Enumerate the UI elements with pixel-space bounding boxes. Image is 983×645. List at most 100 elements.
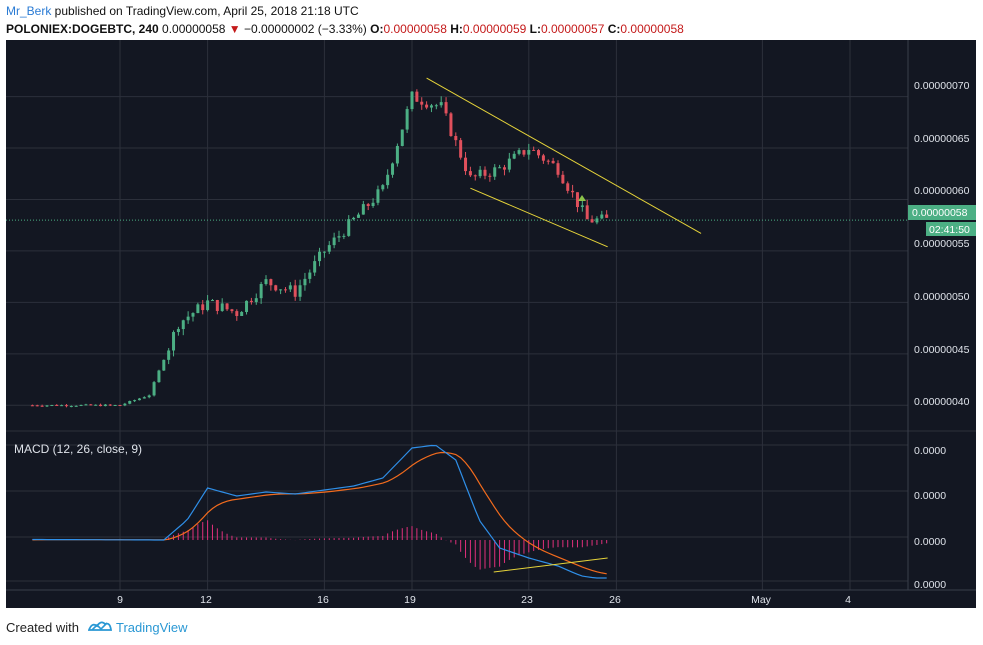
candle-body — [235, 311, 239, 317]
candle-body — [366, 204, 370, 207]
candle-body — [206, 300, 210, 311]
candle-body — [293, 285, 297, 297]
grid — [6, 40, 908, 590]
candle-body — [415, 91, 419, 102]
countdown-badge: 02:41:50 — [929, 224, 970, 236]
candle-body — [45, 405, 49, 407]
trendlines[interactable] — [426, 77, 702, 248]
author-link[interactable]: Mr_Berk — [6, 4, 52, 18]
low-value: 0.00000057 — [540, 22, 605, 36]
candle-body — [605, 214, 609, 218]
macd-line[interactable] — [32, 444, 607, 579]
down-arrow-icon: ▼ — [228, 22, 241, 36]
candle-body — [89, 404, 93, 406]
candle-body — [249, 300, 253, 303]
macd-pane[interactable] — [31, 444, 608, 579]
candle-body — [556, 163, 560, 175]
candle-body — [167, 350, 171, 360]
candle-body — [283, 289, 287, 291]
candle-body — [517, 150, 521, 154]
publish-info: Mr_Berk published on TradingView.com, Ap… — [6, 4, 359, 18]
macd-trendline[interactable] — [493, 557, 608, 573]
candle-body — [279, 289, 283, 291]
candle-body — [498, 167, 502, 169]
ohlc-line: POLONIEX:DOGEBTC, 240 0.00000058 ▼ −0.00… — [6, 22, 684, 36]
current-price-badge: 0.00000058 — [912, 207, 968, 219]
candle-body — [128, 401, 132, 404]
chart-svg[interactable]: 0.00000070 0.00000065 0.00000060 0.00000… — [6, 40, 976, 608]
candle-body — [79, 404, 83, 406]
macd-tick: 0.0000 — [914, 445, 946, 457]
candle-body — [464, 157, 468, 172]
candle-body — [522, 150, 526, 155]
price-tick: 0.00000070 — [914, 80, 970, 92]
candle-body — [493, 167, 497, 177]
candle-body — [50, 404, 54, 406]
candle-body — [561, 174, 565, 184]
candle-body — [69, 405, 73, 407]
candle-body — [35, 405, 39, 407]
candle-body — [225, 303, 229, 310]
candle-body — [400, 129, 404, 146]
candle-body — [186, 316, 190, 321]
candle-body — [473, 175, 477, 177]
price-tick: 0.00000060 — [914, 185, 970, 197]
low-label: L: — [529, 22, 541, 36]
candle-body — [147, 395, 151, 398]
candle-body — [391, 163, 395, 175]
candle-body — [575, 192, 579, 208]
candle-body — [381, 185, 385, 190]
candle-body — [133, 400, 137, 402]
macd-tick: 0.0000 — [914, 536, 946, 548]
price-change: −0.00000002 (−3.33%) — [244, 22, 367, 36]
tradingview-brand-link[interactable]: TradingView — [116, 620, 188, 635]
close-label: C: — [607, 22, 621, 36]
candle-body — [201, 304, 205, 311]
candle-body — [566, 183, 570, 191]
candle-body — [332, 237, 336, 246]
time-tick: 9 — [117, 594, 123, 606]
candle-body — [245, 300, 249, 313]
candle-body — [55, 404, 59, 406]
candle-body — [103, 404, 107, 407]
candle-body — [386, 174, 390, 186]
candle-body — [60, 405, 64, 407]
candle-body — [356, 214, 360, 218]
last-price: 0.00000058 — [162, 22, 226, 36]
candle-body — [590, 219, 594, 223]
price-tick: 0.00000045 — [914, 344, 970, 356]
tradingview-logo-icon[interactable] — [88, 618, 112, 634]
high-value: 0.00000059 — [462, 22, 527, 36]
candle-body — [264, 279, 268, 284]
candle-body — [454, 136, 458, 141]
candle-body — [240, 312, 244, 317]
candle-body — [288, 285, 292, 290]
candle-body — [600, 214, 604, 219]
trendline[interactable] — [470, 187, 608, 248]
time-tick: 23 — [521, 594, 533, 606]
candle-body — [113, 404, 117, 406]
candle-body — [157, 370, 161, 383]
candle-body — [30, 405, 34, 407]
candle-body — [546, 160, 550, 162]
chart-area[interactable]: 0.00000070 0.00000065 0.00000060 0.00000… — [6, 40, 976, 608]
macd-tick: 0.0000 — [914, 490, 946, 502]
candle-body — [162, 359, 166, 371]
candle-body — [551, 160, 555, 164]
high-label: H: — [450, 22, 463, 36]
candle-body — [318, 251, 322, 262]
candle-body — [537, 150, 541, 156]
candle-body — [259, 283, 263, 299]
chart-header: Mr_Berk published on TradingView.com, Ap… — [0, 0, 983, 40]
candle-body — [507, 158, 511, 170]
symbol-label[interactable]: POLONIEX:DOGEBTC, 240 — [6, 22, 159, 36]
candle-body — [118, 404, 122, 406]
candle-body — [376, 189, 380, 203]
candle-body — [322, 251, 326, 253]
candle-body — [395, 145, 399, 164]
trendline[interactable] — [426, 77, 702, 234]
time-tick: 4 — [845, 594, 851, 606]
candle-body — [64, 405, 68, 407]
candle-body — [40, 405, 44, 407]
candle-body — [439, 102, 443, 106]
